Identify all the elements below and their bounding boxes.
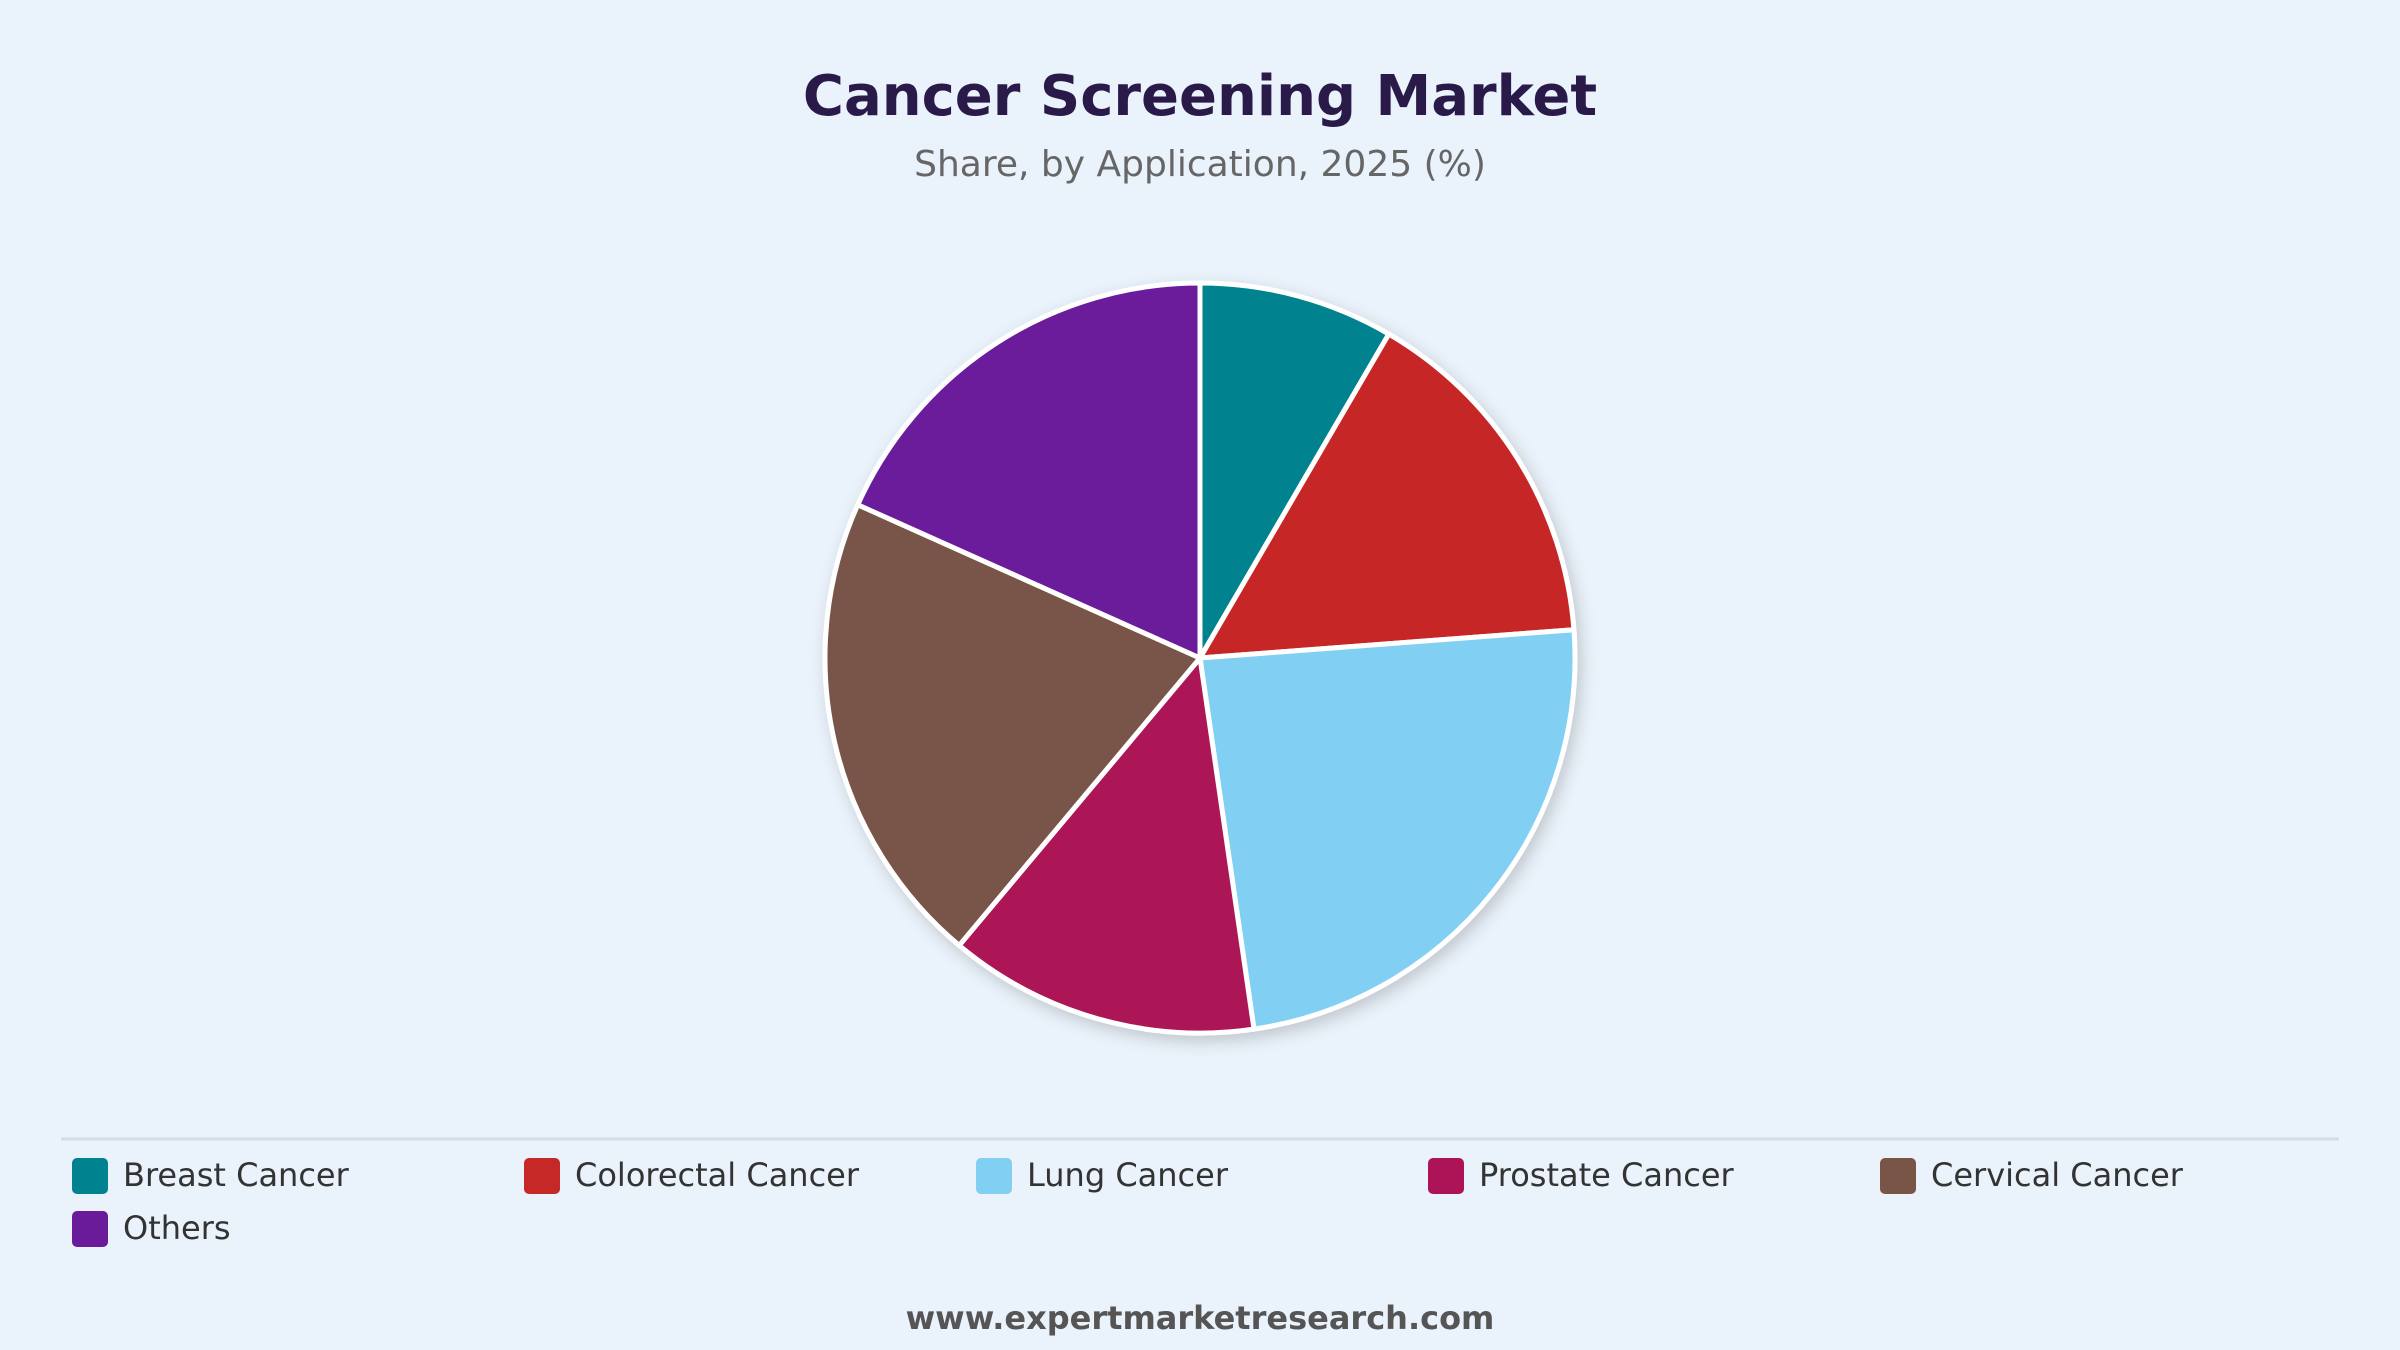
legend-swatch [72, 1211, 108, 1247]
pie-slice [822, 502, 1203, 948]
legend-swatch [1880, 1158, 1916, 1194]
chart-title: Cancer Screening Market [803, 64, 1597, 129]
legend-label: Colorectal Cancer [575, 1156, 860, 1194]
legend-swatch [72, 1158, 108, 1194]
pie-slice [1197, 627, 1578, 1032]
legend-label: Prostate Cancer [1479, 1156, 1735, 1194]
legend-label: Lung Cancer [1027, 1156, 1229, 1194]
chart-subtitle: Share, by Application, 2025 (%) [914, 144, 1486, 185]
legend-swatch [524, 1158, 560, 1194]
pie-slice [1197, 331, 1577, 661]
pie-slice [956, 655, 1257, 1036]
pie-slice [855, 280, 1203, 661]
pie [822, 280, 1578, 1036]
source: www.expertmarketresearch.com [906, 1299, 1495, 1337]
pie-slice [1197, 280, 1392, 661]
legend-label: Cervical Cancer [1931, 1156, 2184, 1194]
legend: Breast Cancer Colorectal Cancer Lung Cance… [72, 1156, 2184, 1247]
legend-swatch [1428, 1158, 1464, 1194]
legend-swatch [976, 1158, 1012, 1194]
legend-label: Breast Cancer [123, 1156, 350, 1194]
legend-label: Others [123, 1209, 231, 1247]
